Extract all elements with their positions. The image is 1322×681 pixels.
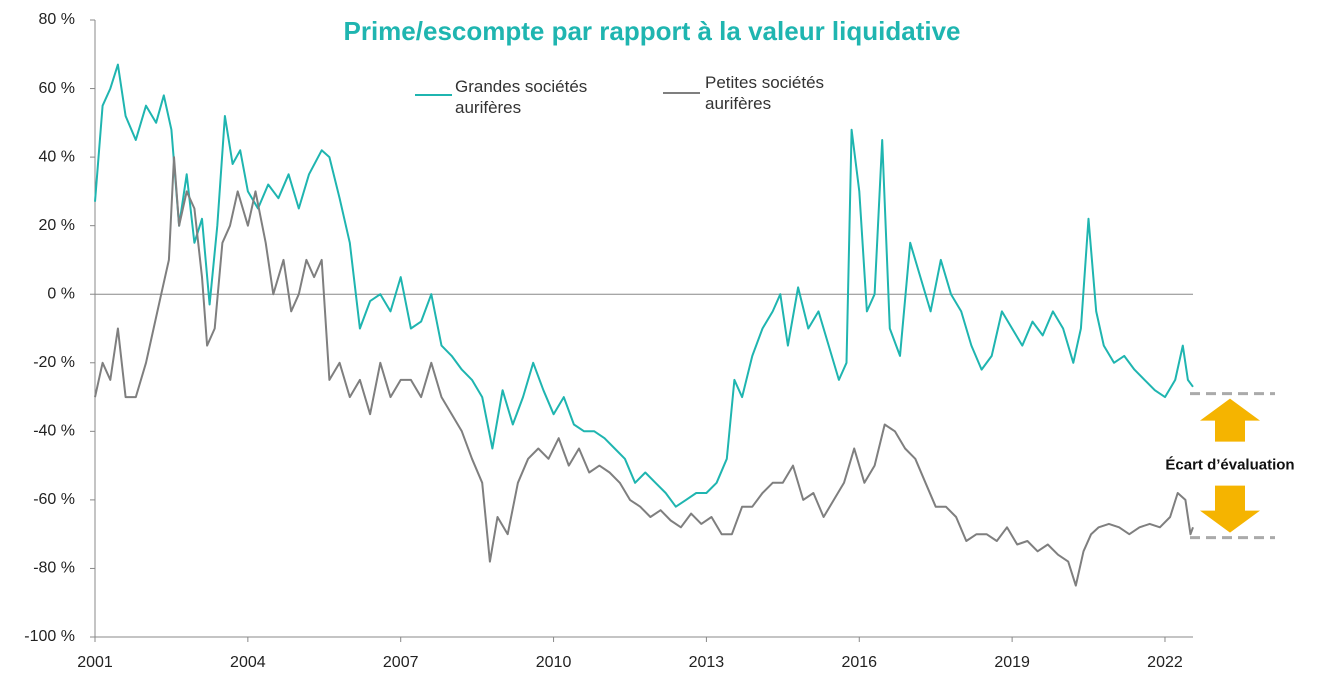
y-tick-label: 0 % bbox=[47, 285, 75, 302]
y-tick-label: -100 % bbox=[24, 628, 75, 645]
arrow-up bbox=[1200, 398, 1260, 442]
legend-label: Petites sociétés aurifères bbox=[705, 73, 825, 113]
y-tick-label: 60 % bbox=[39, 80, 75, 97]
arrow-down bbox=[1200, 485, 1260, 533]
annotation-label: Écart d’évaluation bbox=[1165, 457, 1294, 474]
x-tick-label: 2019 bbox=[994, 654, 1030, 671]
y-tick-label: 80 % bbox=[39, 11, 75, 28]
y-tick-label: 40 % bbox=[39, 148, 75, 165]
x-tick-label: 2004 bbox=[230, 654, 266, 671]
y-tick-label: -80 % bbox=[33, 560, 75, 577]
series-line bbox=[94, 156, 1194, 587]
y-tick-label: -40 % bbox=[33, 423, 75, 440]
x-tick-label: 2007 bbox=[383, 654, 419, 671]
y-tick-label: 20 % bbox=[39, 217, 75, 234]
x-tick-label: 2001 bbox=[77, 654, 113, 671]
x-tick-label: 2010 bbox=[536, 654, 572, 671]
x-tick-label: 2016 bbox=[841, 654, 877, 671]
x-tick-label: 2022 bbox=[1147, 654, 1183, 671]
series-line bbox=[94, 63, 1194, 508]
y-tick-label: -20 % bbox=[33, 354, 75, 371]
chart-title: Prime/escompte par rapport à la valeur l… bbox=[344, 16, 961, 46]
legend-label: Grandes sociétés aurifères bbox=[455, 77, 588, 117]
y-tick-label: -60 % bbox=[33, 491, 75, 508]
x-tick-label: 2013 bbox=[689, 654, 725, 671]
